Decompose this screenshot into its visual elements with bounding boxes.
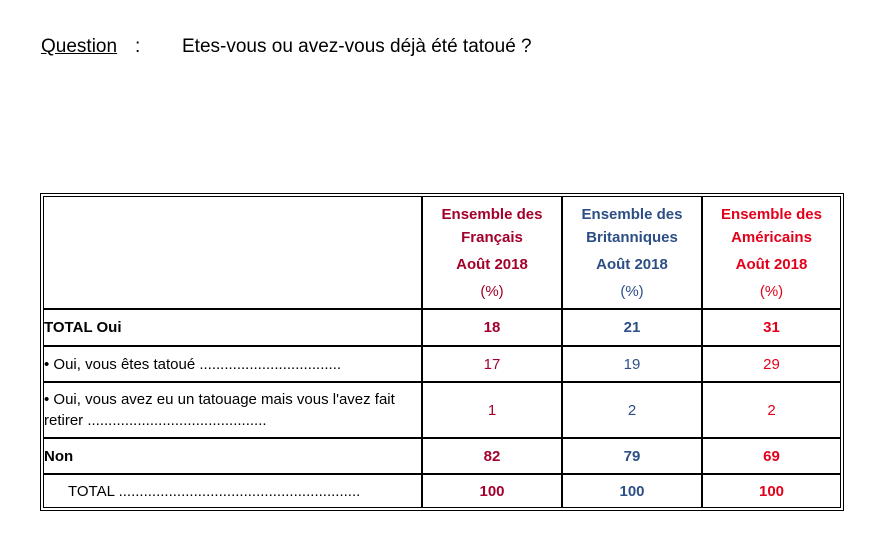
header-period: Août 2018 bbox=[456, 255, 528, 273]
row-label: TOTAL ..................................… bbox=[43, 474, 422, 508]
row-label: • Oui, vous êtes tatoué ................… bbox=[43, 346, 422, 382]
header-unit: (%) bbox=[759, 282, 784, 300]
header-line1: Ensemble des bbox=[721, 205, 822, 223]
question-label: Question bbox=[41, 36, 118, 57]
value-americains: 29 bbox=[702, 346, 841, 382]
header-line2: Américains bbox=[731, 228, 812, 246]
value-britanniques: 2 bbox=[562, 382, 702, 438]
value-francais: 100 bbox=[422, 474, 562, 508]
row-label: Non bbox=[43, 438, 422, 474]
table-row-oui-retire: • Oui, vous avez eu un tatouage mais vou… bbox=[43, 382, 841, 438]
value-americains: 69 bbox=[702, 438, 841, 474]
table-row-non: Non 82 79 69 bbox=[43, 438, 841, 474]
table-row-oui-tatoue: • Oui, vous êtes tatoué ................… bbox=[43, 346, 841, 382]
value-britanniques: 21 bbox=[562, 309, 702, 346]
row-label: TOTAL Oui bbox=[43, 309, 422, 346]
header-line2: Français bbox=[461, 228, 523, 246]
header-period: Août 2018 bbox=[735, 255, 808, 273]
header-francais: Ensemble des Français Août 2018 (%) bbox=[422, 196, 562, 309]
value-francais: 17 bbox=[422, 346, 562, 382]
header-line2: Britanniques bbox=[586, 228, 678, 246]
question-text: Etes-vous ou avez-vous déjà été tatoué ? bbox=[182, 36, 532, 57]
table-header-row: Ensemble des Français Août 2018 (%) Ense… bbox=[43, 196, 841, 309]
value-britanniques: 79 bbox=[562, 438, 702, 474]
header-empty-cell bbox=[43, 196, 422, 309]
header-period: Août 2018 bbox=[596, 255, 668, 273]
results-table: Ensemble des Français Août 2018 (%) Ense… bbox=[43, 196, 841, 508]
value-britanniques: 100 bbox=[562, 474, 702, 508]
table-row-total: TOTAL ..................................… bbox=[43, 474, 841, 508]
value-americains: 31 bbox=[702, 309, 841, 346]
question-colon: : bbox=[135, 36, 141, 57]
results-table-frame: Ensemble des Français Août 2018 (%) Ense… bbox=[40, 193, 844, 511]
question-heading: Question : Etes-vous ou avez-vous déjà é… bbox=[41, 36, 532, 58]
value-americains: 100 bbox=[702, 474, 841, 508]
header-unit: (%) bbox=[480, 282, 504, 300]
header-line1: Ensemble des bbox=[441, 205, 543, 223]
table-row-total-oui: TOTAL Oui 18 21 31 bbox=[43, 309, 841, 346]
header-line1: Ensemble des bbox=[581, 205, 683, 223]
row-label: • Oui, vous avez eu un tatouage mais vou… bbox=[43, 382, 422, 438]
value-americains: 2 bbox=[702, 382, 841, 438]
value-britanniques: 19 bbox=[562, 346, 702, 382]
value-francais: 82 bbox=[422, 438, 562, 474]
header-britanniques: Ensemble des Britanniques Août 2018 (%) bbox=[562, 196, 702, 309]
value-francais: 1 bbox=[422, 382, 562, 438]
value-francais: 18 bbox=[422, 309, 562, 346]
header-americains: Ensemble des Américains Août 2018 (%) bbox=[702, 196, 841, 309]
header-unit: (%) bbox=[620, 282, 644, 300]
